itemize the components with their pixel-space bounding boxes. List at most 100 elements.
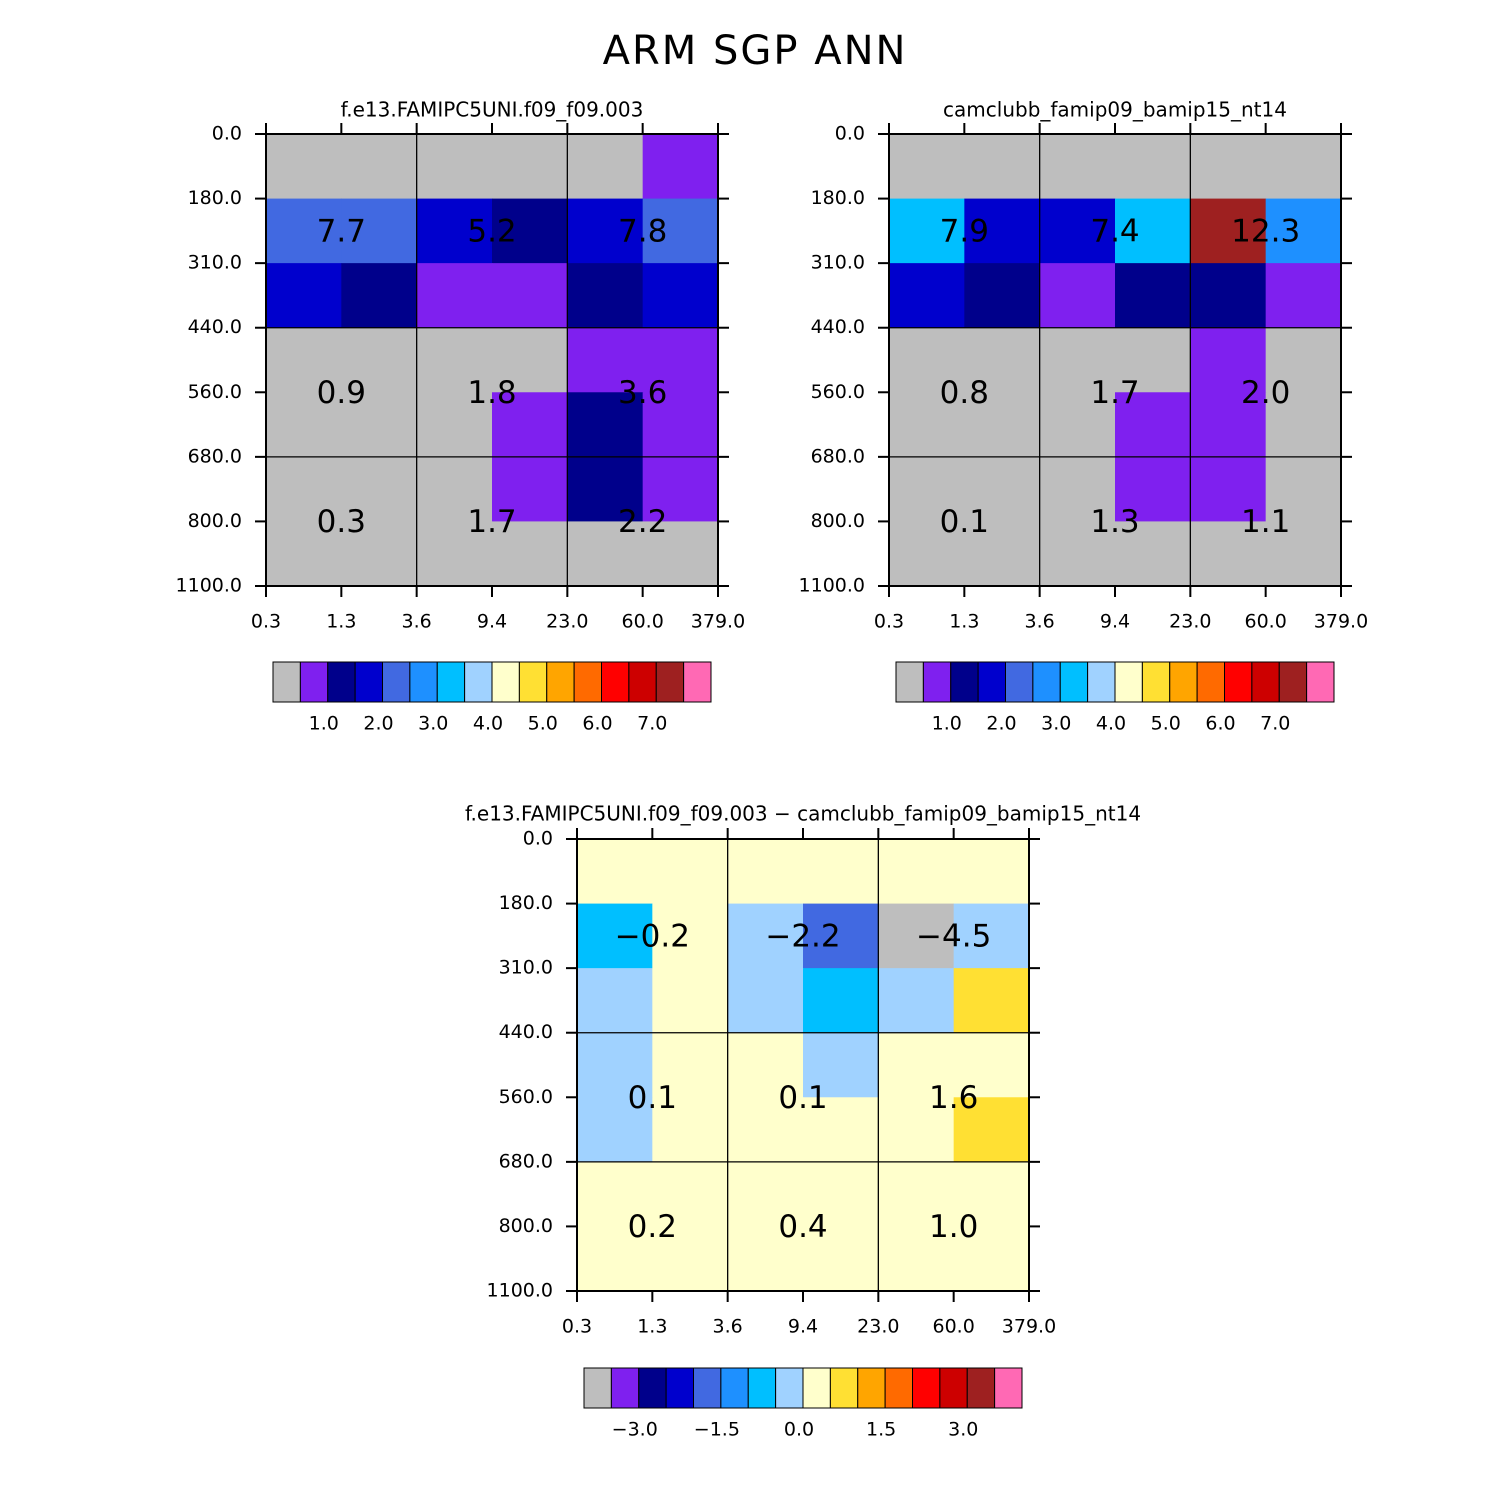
heatmap-cell (1115, 521, 1191, 587)
heatmap-cell (492, 198, 568, 264)
heatmap-cell (416, 327, 493, 393)
heatmap-cell (642, 392, 719, 458)
heatmap-cell (1190, 392, 1267, 458)
heatmap-cell (953, 1226, 1030, 1292)
colorbar-swatch (994, 1367, 1023, 1409)
colorbar-swatch (977, 661, 1006, 703)
heatmap-cell (953, 1097, 1030, 1163)
cell-value-label: 0.9 (317, 375, 366, 411)
heatmap-cell (492, 263, 568, 329)
cell-value-label: 1.7 (1090, 375, 1139, 411)
heatmap-cell (878, 1032, 955, 1098)
colorbar-swatch (1087, 661, 1116, 703)
heatmap-cell (341, 134, 418, 200)
heatmap-cell (341, 263, 418, 329)
y-tick-label: 180.0 (188, 187, 242, 209)
heatmap-cell (652, 968, 729, 1034)
heatmap-cell (953, 1032, 1030, 1098)
x-tick-label: 0.3 (251, 611, 281, 633)
heatmap-cell (642, 521, 719, 587)
x-tick-label: 9.4 (1100, 611, 1130, 633)
heatmap-cell (642, 456, 719, 522)
y-tick-label: 310.0 (188, 252, 242, 274)
colorbar-label: 5.0 (528, 713, 558, 735)
heatmap-cell (803, 1161, 879, 1227)
colorbar-label: −1.5 (694, 1419, 740, 1441)
heatmap-cell (1190, 327, 1267, 393)
colorbar-swatch (1141, 661, 1171, 703)
colorbar-swatch (857, 1367, 886, 1409)
heatmap-cell (1039, 327, 1116, 393)
colorbar-swatch (327, 661, 356, 703)
heatmap-cell (727, 839, 804, 905)
heatmap-panel-1: f.e13.FAMIPC5UNI.f09_f09.003 7.7 5.2 7.8 0.9… (176, 98, 746, 735)
heatmap-cell (492, 456, 568, 522)
colorbar-label: 2.0 (986, 713, 1016, 735)
colorbar-swatch (950, 661, 979, 703)
colorbar-swatch (518, 661, 548, 703)
colorbar-swatch (829, 1367, 859, 1409)
colorbar-swatch (1251, 661, 1280, 703)
colorbar-swatch (299, 661, 329, 703)
colorbar-swatch (1306, 661, 1335, 703)
colorbar-swatch (802, 1367, 831, 1409)
heatmap-cell (341, 521, 418, 587)
heatmap-cell (1190, 134, 1267, 200)
colorbar-swatch (1169, 661, 1198, 703)
colorbar-label: 5.0 (1151, 713, 1181, 735)
heatmap-cell (416, 263, 493, 329)
y-tick-label: 310.0 (499, 957, 553, 979)
heatmap-cell (577, 968, 653, 1034)
colorbar-swatch (464, 661, 493, 703)
colorbar-swatch (884, 1367, 913, 1409)
heatmap-cell (341, 198, 418, 264)
heatmap-cell (341, 392, 418, 458)
cell-value-label: −4.5 (916, 918, 991, 954)
cell-value-label: 0.1 (628, 1080, 677, 1116)
x-tick-label: 9.4 (477, 611, 507, 633)
heatmap-cell (953, 903, 1030, 969)
heatmap-cell (567, 327, 644, 393)
cell-value-label: 0.1 (940, 504, 989, 540)
heatmap-cell (727, 1161, 804, 1227)
colorbar-swatch (354, 661, 383, 703)
x-tick-label: 379.0 (691, 611, 745, 633)
heatmap-cell (964, 263, 1041, 329)
x-tick-label: 60.0 (1245, 611, 1287, 633)
colorbar-swatch (583, 1367, 612, 1409)
y-tick-label: 0.0 (835, 123, 865, 145)
heatmap-cell (1039, 456, 1116, 522)
x-tick-label: 379.0 (1314, 611, 1368, 633)
heatmap-cell (964, 392, 1041, 458)
colorbar-swatch (491, 661, 520, 703)
y-tick-label: 440.0 (811, 316, 865, 338)
heatmap-cell (1039, 263, 1116, 329)
panel-title: f.e13.FAMIPC5UNI.f09_f09.003 (341, 98, 644, 122)
heatmap-cell (652, 1226, 729, 1292)
heatmap-cell (416, 134, 493, 200)
heatmap-cell (577, 903, 653, 969)
colorbar-swatch (1278, 661, 1308, 703)
colorbar-swatch (912, 1367, 941, 1409)
colorbar-swatch (1059, 661, 1089, 703)
heatmap-cell (878, 968, 955, 1034)
heatmap-panel-3: f.e13.FAMIPC5UNI.f09_f09.003 − camclubb_… (465, 802, 1141, 1441)
colorbar-swatch (895, 661, 924, 703)
heatmap-cell (642, 327, 719, 393)
heatmap-cell (1115, 263, 1191, 329)
heatmap-cell (964, 198, 1041, 264)
colorbar-label: −3.0 (612, 1419, 658, 1441)
heatmap-cell (1190, 263, 1267, 329)
heatmap-cell (266, 456, 342, 522)
heatmap-cell (416, 456, 493, 522)
colorbar-swatch (601, 661, 630, 703)
heatmap-cell (652, 839, 729, 905)
heatmap-cell (492, 327, 568, 393)
y-tick-label: 680.0 (499, 1150, 553, 1172)
heatmap-cell (878, 903, 955, 969)
colorbar-label: 0.0 (784, 1419, 814, 1441)
heatmap-cell (803, 968, 879, 1034)
colorbar-label: 7.0 (637, 713, 667, 735)
y-tick-label: 310.0 (811, 252, 865, 274)
